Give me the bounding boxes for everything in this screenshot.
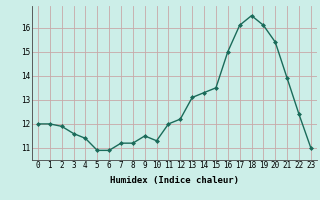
X-axis label: Humidex (Indice chaleur): Humidex (Indice chaleur) <box>110 176 239 185</box>
